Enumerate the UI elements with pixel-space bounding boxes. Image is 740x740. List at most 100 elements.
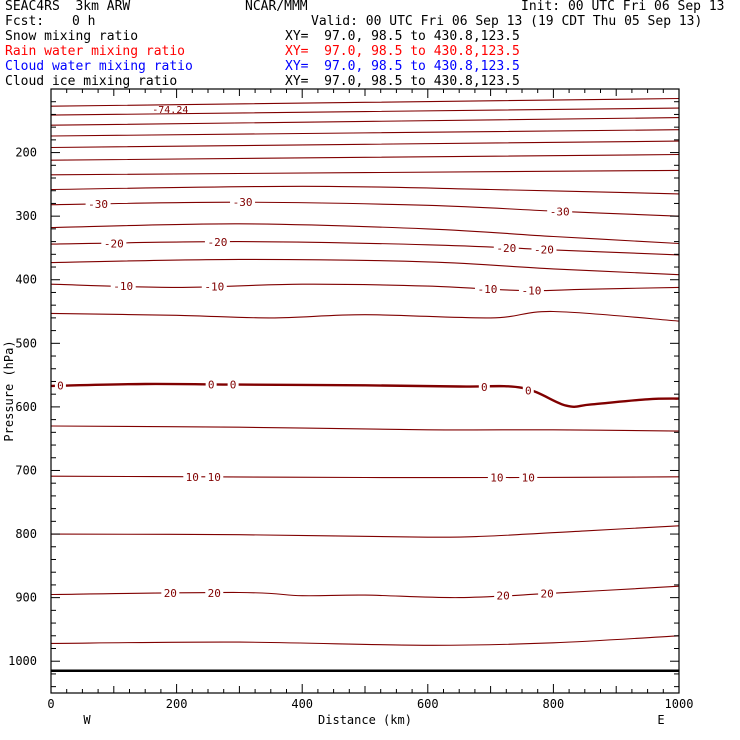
y-tick-label: 600 [15,400,37,414]
legend-rain-xy: XY= 97.0, 98.5 to 430.8,123.5 [285,44,520,59]
legend-snow-name: Snow mixing ratio [5,29,139,44]
contour-line-15 [50,525,680,538]
contour-label: 0 [208,378,215,391]
contour-label-bg [230,196,256,209]
x-tick-label: 0 [47,697,54,711]
legend-ice-name: Cloud ice mixing ratio [5,74,178,89]
contour-label: -10 [204,280,224,293]
contour-label: -10 [113,280,133,293]
contour-label: -20 [534,243,554,256]
contour-label-bg [161,587,180,600]
x-tick-label: 200 [166,697,188,711]
forecast-label: Fcst: [5,14,45,29]
contour-label-bg [85,198,111,211]
legend-rain-name: Rain water mixing ratio [5,44,186,59]
model-name: SEAC4RS 3km ARW [5,0,131,14]
contour-label: 10 [522,471,535,484]
contour-label: -30 [233,196,253,209]
forecast-hour: 0 h [72,14,96,29]
y-tick-label: 500 [15,336,37,350]
contour-label: 20 [540,587,553,600]
contour-label: -20 [104,237,124,250]
contour-label-bg [487,471,506,484]
contour-label: 10 [208,471,221,484]
contour-line-neg45 [50,153,680,161]
y-tick-label: 700 [15,463,37,477]
legend-snow-xy: XY= 97.0, 98.5 to 430.8,123.5 [285,29,520,44]
contour-line-neg50 [50,140,680,149]
contour-line-neg55 [50,129,680,137]
contour-label-bg [518,284,544,297]
contour-label: 10 [186,471,199,484]
legend-ice-xy: XY= 97.0, 98.5 to 430.8,123.5 [285,74,520,89]
contour-line-neg60 [50,117,680,126]
contour-label-bg [493,241,519,254]
contour-label-bg [183,470,202,483]
contour-label: 20 [208,587,221,600]
contour-label-bg [205,586,224,599]
contour-line-25 [50,635,680,646]
contour-label: 0 [57,380,64,393]
contour-line-neg70 [50,97,680,107]
contour-line-neg40 [50,169,680,176]
contour-label: 20 [164,587,177,600]
contour-label-bg [110,280,136,293]
contour-label-bg [474,282,500,295]
y-tick-label: 200 [15,146,37,160]
contour-label: -10 [521,284,541,297]
plot-frame [50,88,680,694]
valid-time: Valid: 00 UTC Fri 06 Sep 13 (19 CDT Thu … [311,14,703,29]
contour-label-bg [494,589,513,602]
contour-label-bg [205,378,217,391]
contour-label: 0 [481,381,488,394]
contour-label-bg [201,280,227,293]
contour-label-bg [547,205,573,218]
contour-label: -10 [478,283,498,296]
contour-line-neg65 [50,107,680,116]
contour-label: -20 [207,236,227,249]
east-label: E [657,713,664,727]
contour-label: -30 [550,205,570,218]
contour-label-bg [478,381,490,394]
contour-label-bg [531,243,557,256]
contour-label: -30 [88,198,108,211]
contour-line-20 [50,585,680,599]
x-tick-label: 400 [291,697,313,711]
contour-label: 0 [525,384,532,397]
legend-cloud-name: Cloud water mixing ratio [5,59,193,74]
contour-label-bg [205,470,224,483]
contour-label-bg [204,235,230,248]
contour-label: 0 [230,379,237,392]
org-name: NCAR/MMM [245,0,308,14]
contour-label-bg [54,379,66,392]
y-tick-label: 300 [15,209,37,223]
y-tick-label: 900 [15,591,37,605]
contour-line-neg20 [50,241,680,256]
y-tick-label: 400 [15,273,37,287]
x-tick-label: 600 [417,697,439,711]
legend-cloud-xy: XY= 97.0, 98.5 to 430.8,123.5 [285,59,520,74]
contour-line-0 [50,382,680,408]
contour-line-neg5 [50,310,680,322]
init-time: Init: 00 UTC Fri 06 Sep 13 [521,0,725,14]
contour-line-neg25 [50,223,680,245]
west-label: W [83,713,91,727]
contour-line-neg30 [50,201,680,217]
max-value-label: -74.24 [152,105,188,116]
contour-line-10 [50,475,680,479]
contour-label-bg [538,587,557,600]
contour-line-5 [50,425,680,432]
contour-label-bg [519,471,538,484]
contour-label-bg [227,378,239,391]
contour-label-bg [101,237,127,250]
x-tick-label: 1000 [665,697,694,711]
y-tick-label: 800 [15,527,37,541]
y-tick-label: 1000 [8,654,37,668]
contour-label: 10 [490,471,503,484]
contour-label: -20 [496,242,516,255]
y-axis-title: Pressure (hPa) [2,340,16,441]
x-axis-title: Distance (km) [318,713,412,727]
contour-label-bg [522,384,534,397]
contour-line-neg35 [50,185,680,195]
